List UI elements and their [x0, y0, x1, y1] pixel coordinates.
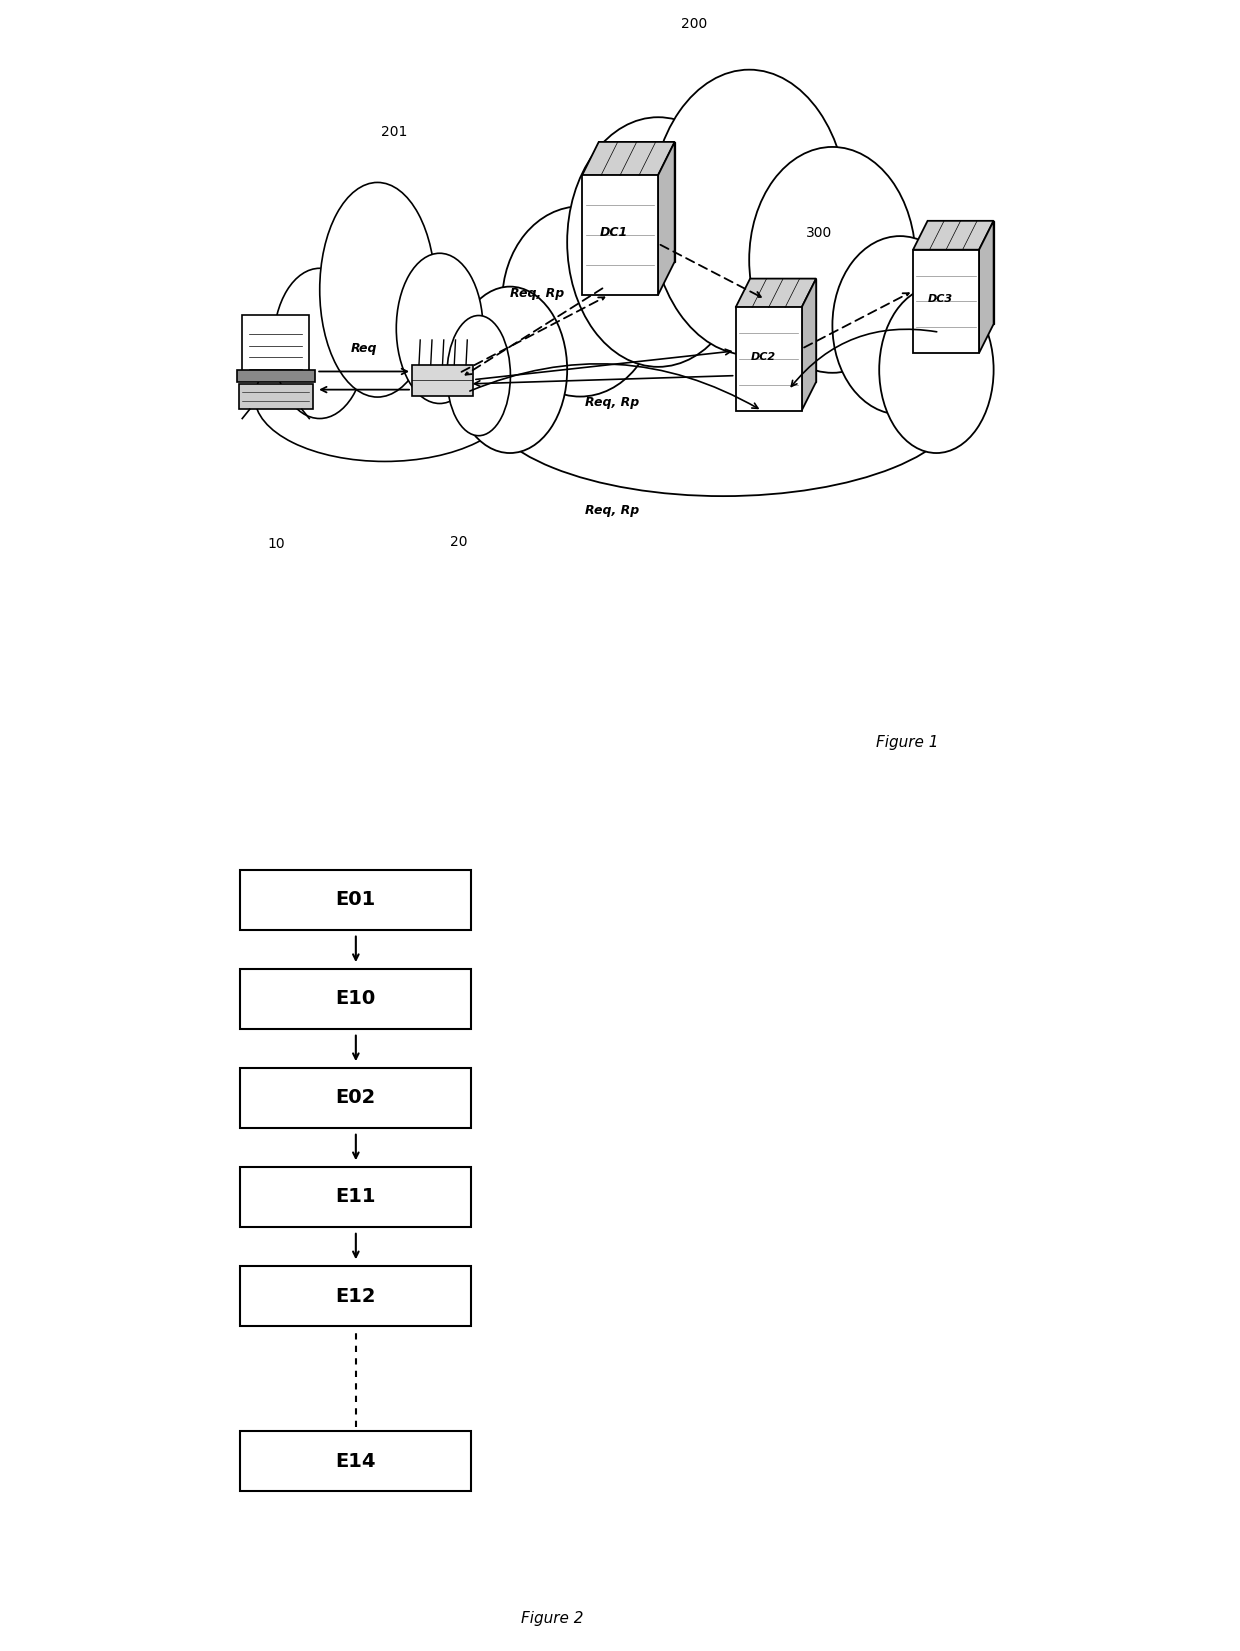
FancyBboxPatch shape — [582, 175, 658, 296]
Text: E12: E12 — [336, 1286, 376, 1306]
Text: DC2: DC2 — [750, 352, 776, 362]
Text: DC1: DC1 — [600, 226, 627, 239]
Polygon shape — [735, 279, 816, 307]
Text: 201: 201 — [381, 125, 407, 139]
FancyBboxPatch shape — [735, 307, 801, 411]
Text: E02: E02 — [336, 1088, 376, 1108]
Ellipse shape — [453, 287, 567, 452]
Text: E10: E10 — [336, 989, 376, 1009]
FancyBboxPatch shape — [241, 1266, 471, 1326]
FancyBboxPatch shape — [241, 1167, 471, 1227]
Polygon shape — [913, 221, 993, 249]
Text: Req: Req — [351, 342, 377, 355]
FancyBboxPatch shape — [599, 142, 675, 261]
Ellipse shape — [274, 267, 366, 418]
Text: 20: 20 — [450, 535, 467, 548]
Ellipse shape — [502, 206, 658, 396]
FancyBboxPatch shape — [241, 1431, 471, 1491]
FancyBboxPatch shape — [412, 365, 474, 396]
Text: Figure 1: Figure 1 — [875, 735, 939, 751]
FancyBboxPatch shape — [241, 1068, 471, 1128]
Ellipse shape — [650, 69, 848, 355]
FancyBboxPatch shape — [237, 370, 315, 381]
Text: 300: 300 — [806, 226, 832, 239]
Text: E01: E01 — [336, 890, 376, 910]
Text: Figure 2: Figure 2 — [521, 1611, 584, 1626]
FancyBboxPatch shape — [238, 385, 312, 409]
Ellipse shape — [879, 287, 993, 452]
Ellipse shape — [567, 117, 749, 367]
FancyBboxPatch shape — [241, 870, 471, 930]
Text: Req, Rp: Req, Rp — [584, 396, 639, 409]
Text: E11: E11 — [336, 1187, 376, 1207]
FancyBboxPatch shape — [928, 221, 993, 324]
FancyBboxPatch shape — [243, 314, 309, 378]
Ellipse shape — [446, 315, 511, 436]
Text: 200: 200 — [681, 17, 707, 30]
FancyBboxPatch shape — [241, 969, 471, 1029]
Ellipse shape — [832, 236, 967, 414]
Ellipse shape — [320, 182, 435, 396]
Text: 10: 10 — [267, 537, 284, 550]
Polygon shape — [980, 221, 993, 353]
Text: Req, Rp: Req, Rp — [511, 287, 564, 300]
Polygon shape — [801, 279, 816, 411]
Ellipse shape — [482, 304, 963, 497]
Ellipse shape — [749, 147, 915, 373]
Text: Req, Rp: Req, Rp — [584, 504, 639, 517]
Polygon shape — [658, 142, 675, 296]
Text: E14: E14 — [336, 1451, 376, 1471]
FancyBboxPatch shape — [750, 279, 816, 381]
Text: DC3: DC3 — [929, 294, 954, 304]
Ellipse shape — [254, 332, 515, 462]
Ellipse shape — [397, 253, 482, 403]
FancyBboxPatch shape — [913, 249, 980, 353]
Polygon shape — [582, 142, 675, 175]
